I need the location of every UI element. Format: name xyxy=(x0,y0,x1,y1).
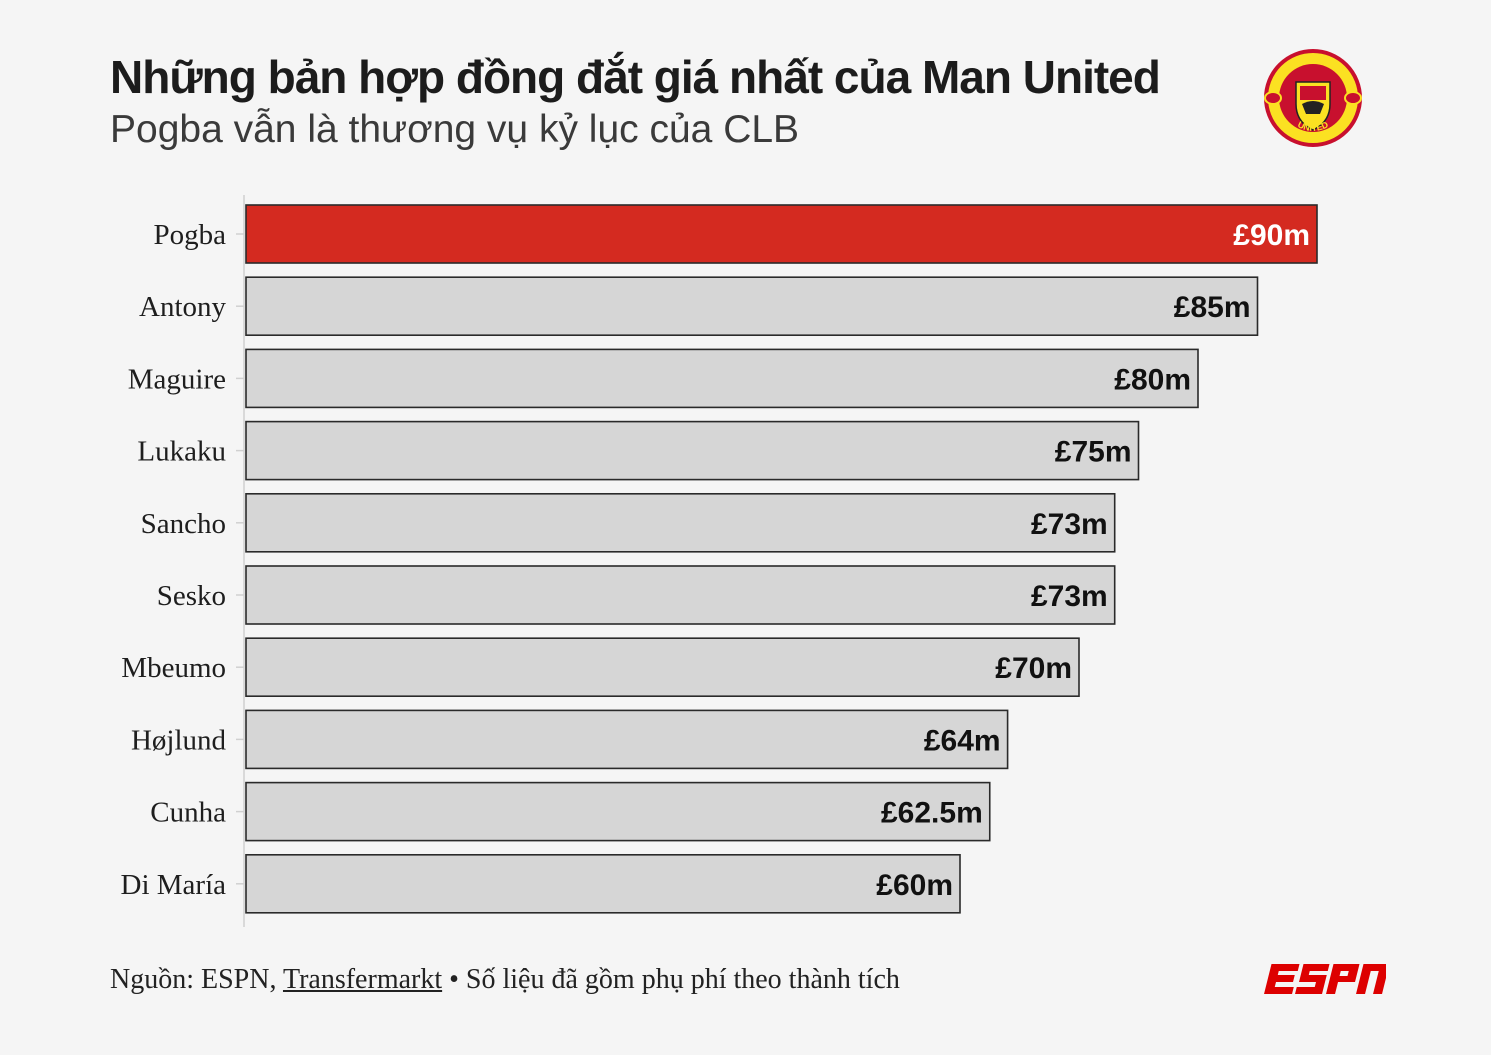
value-label: £70m xyxy=(995,652,1072,685)
chart-subtitle: Pogba vẫn là thương vụ kỷ lục của CLB xyxy=(110,108,800,151)
bar-h-jlund xyxy=(245,709,1009,770)
category-label: Pogba xyxy=(154,219,227,251)
bar-sesko xyxy=(245,565,1116,625)
category-label: Lukaku xyxy=(137,436,226,468)
category-label: Cunha xyxy=(150,797,226,829)
value-label: £90m xyxy=(1233,219,1310,252)
crest-bottom-text: UNITED xyxy=(1296,119,1330,133)
bar-lukaku xyxy=(245,420,1140,481)
category-label: Maguire xyxy=(128,363,226,395)
value-label: £62.5m xyxy=(881,797,983,830)
footer-note: • Số liệu đã gồm phụ phí theo thành tích xyxy=(442,964,900,995)
bar-maguire xyxy=(245,348,1199,409)
category-label: Mbeumo xyxy=(121,652,226,684)
footer-source-prefix: Nguồn: ESPN, xyxy=(110,964,283,995)
value-label: £75m xyxy=(1055,436,1132,469)
value-label: £80m xyxy=(1114,363,1191,396)
footer-source: Nguồn: ESPN, Transfermarkt • Số liệu đã … xyxy=(110,964,900,996)
bar-cunha xyxy=(245,781,991,842)
category-label: Sancho xyxy=(141,508,226,540)
svg-text:UNITED: UNITED xyxy=(1296,119,1330,133)
category-label: Di María xyxy=(121,869,227,901)
value-label: £85m xyxy=(1174,291,1251,324)
category-label: Sesko xyxy=(157,580,226,612)
bar-antony xyxy=(245,276,1259,337)
bar-di-mar-a xyxy=(245,853,961,914)
value-label: £64m xyxy=(924,724,1001,757)
man-united-crest-icon: MANCHESTER UNITED xyxy=(1264,49,1362,147)
category-label: Højlund xyxy=(131,724,227,756)
espn-logo-icon xyxy=(1264,964,1386,994)
footer-source-link[interactable]: Transfermarkt xyxy=(282,964,443,995)
value-label: £73m xyxy=(1031,580,1108,613)
chart-title: Những bản hợp đồng đắt giá nhất của Man … xyxy=(110,51,1161,103)
value-label: £60m xyxy=(876,869,953,902)
value-label: £73m xyxy=(1031,508,1108,541)
bar-mbeumo xyxy=(245,637,1080,698)
category-label: Antony xyxy=(139,291,227,323)
bar-sancho xyxy=(245,492,1116,553)
bar-pogba xyxy=(245,204,1318,264)
